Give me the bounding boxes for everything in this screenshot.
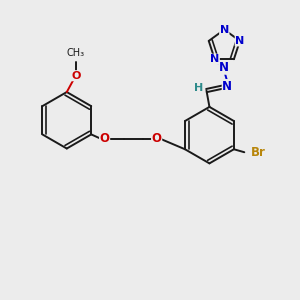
Text: N: N <box>235 36 244 46</box>
Text: O: O <box>152 132 162 146</box>
Text: N: N <box>219 61 229 74</box>
Text: Br: Br <box>251 146 266 159</box>
Text: O: O <box>100 132 110 146</box>
Text: CH₃: CH₃ <box>67 48 85 58</box>
Text: N: N <box>220 25 229 34</box>
Text: N: N <box>210 54 219 64</box>
Text: H: H <box>194 83 203 93</box>
Text: N: N <box>222 80 232 93</box>
Text: O: O <box>71 71 80 81</box>
